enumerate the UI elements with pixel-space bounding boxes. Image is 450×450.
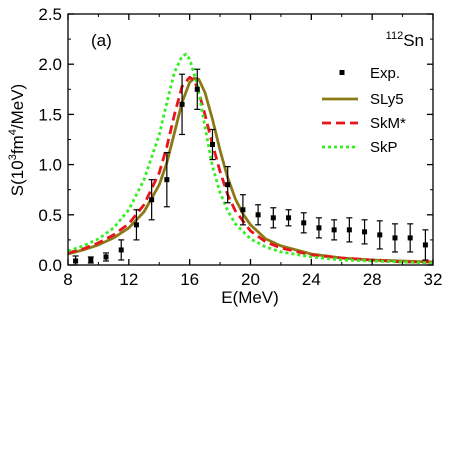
exp-point-16 <box>315 217 322 239</box>
exp-point-19 <box>361 219 368 245</box>
axis-ticks <box>67 13 434 266</box>
x-tick-label: 12 <box>119 270 138 289</box>
exp-marker <box>407 235 413 241</box>
series-line-skp <box>68 52 433 265</box>
x-tick-label: 8 <box>63 270 72 289</box>
exp-marker <box>209 142 215 148</box>
y-axis-exponent-1: 3 <box>7 154 19 160</box>
y-tick-label: 2.0 <box>38 55 62 74</box>
exp-marker <box>103 254 109 260</box>
x-tick-label: 16 <box>180 270 199 289</box>
exp-point-1 <box>87 256 94 264</box>
exp-marker <box>194 86 200 92</box>
legend-label-sly5: SLy5 <box>370 91 404 108</box>
exp-marker <box>73 258 79 264</box>
y-tick-label: 0.5 <box>38 206 62 225</box>
exp-point-18 <box>346 217 353 243</box>
legend-label-skp: SkP <box>370 139 398 156</box>
exp-point-5 <box>148 179 155 221</box>
mass-number: 112 <box>386 30 404 42</box>
model-curves <box>68 52 433 265</box>
x-axis-title: E(MeV) <box>221 288 279 307</box>
y-tick-label: 0.0 <box>38 256 62 275</box>
legend-label-exp: Exp. <box>370 65 400 82</box>
exp-marker <box>255 212 261 218</box>
exp-marker <box>346 227 352 233</box>
exp-point-15 <box>300 212 307 234</box>
x-tick-label: 32 <box>424 270 443 289</box>
y-axis-exponent-2: 4 <box>7 129 19 135</box>
exp-marker <box>270 215 276 221</box>
exp-marker <box>392 235 398 241</box>
exp-marker <box>118 247 124 253</box>
exp-point-3 <box>118 239 125 261</box>
exp-point-9 <box>209 128 216 161</box>
legend-label-skm: SkM* <box>370 115 406 132</box>
y-tick-label: 1.0 <box>38 156 62 175</box>
exp-marker <box>88 257 94 263</box>
exp-point-23 <box>422 229 429 261</box>
exp-marker <box>164 177 170 183</box>
legend-marker-exp <box>339 70 345 75</box>
exp-marker <box>179 101 185 107</box>
element-symbol: Sn <box>403 31 424 50</box>
exp-marker <box>362 229 368 235</box>
exp-point-6 <box>163 151 170 208</box>
y-tick-label: 2.5 <box>38 5 62 24</box>
exp-point-22 <box>407 223 414 253</box>
exp-marker <box>240 207 246 213</box>
exp-point-2 <box>103 252 110 262</box>
exp-marker <box>149 197 155 203</box>
exp-marker <box>316 225 322 231</box>
experiment-points <box>72 68 429 266</box>
exp-point-17 <box>331 219 338 241</box>
exp-point-8 <box>194 68 201 110</box>
exp-point-12 <box>255 204 262 226</box>
exp-marker <box>286 215 292 221</box>
panel-label: (a) <box>91 31 112 50</box>
exp-point-20 <box>376 220 383 250</box>
x-tick-label: 20 <box>241 270 260 289</box>
exp-marker <box>225 182 231 188</box>
nucleus-label: 112Sn <box>386 30 424 50</box>
y-tick-label: 1.5 <box>38 105 62 124</box>
y-axis-title: S(103fm4/MeV) <box>7 84 27 196</box>
exp-point-4 <box>133 209 140 241</box>
exp-marker <box>133 222 139 228</box>
exp-point-21 <box>391 223 398 253</box>
exp-point-7 <box>179 73 186 136</box>
exp-marker <box>377 232 383 238</box>
exp-point-14 <box>285 209 292 227</box>
exp-marker <box>422 242 428 248</box>
exp-point-10 <box>224 166 231 204</box>
legend: Exp. SLy5 SkM* SkP <box>322 65 406 156</box>
x-tick-label: 24 <box>302 270 321 289</box>
exp-marker <box>331 227 337 233</box>
exp-point-11 <box>239 194 246 226</box>
x-tick-label: 28 <box>363 270 382 289</box>
exp-marker <box>301 220 307 226</box>
exp-point-13 <box>270 207 277 229</box>
tick-labels: 8 12 16 20 24 28 32 0.0 0.5 1.0 1.5 2.0 2.5 <box>38 5 442 289</box>
